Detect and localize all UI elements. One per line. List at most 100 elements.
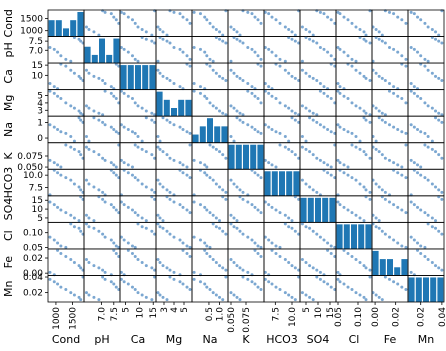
scatter-point-ca-mn: [430, 71, 434, 75]
scatter-point-mn-k: [241, 275, 245, 279]
scatter-point-cond-cl: [350, 21, 354, 25]
scatter-point-ca-so4: [308, 74, 312, 78]
scatter-point-na-mn: [437, 118, 441, 122]
scatter-point-mn-fe: [387, 277, 391, 281]
histogram-bar-ph: [91, 54, 98, 64]
scatter-point-na-cl: [350, 131, 354, 135]
y-tick-label-cond: 1000: [20, 27, 43, 37]
scatter-point-ph-mg: [168, 41, 172, 45]
scatter-point-mg-na: [224, 113, 228, 117]
scatter-point-k-so4: [318, 158, 322, 162]
histogram-bar-so4: [329, 197, 336, 223]
scatter-point-mg-cl: [354, 104, 358, 108]
y-axis-label-k: K: [2, 152, 15, 160]
histogram-bar-mn: [437, 277, 444, 302]
scatter-point-ph-cl: [336, 46, 340, 50]
scatter-point-so4-fe: [383, 197, 387, 201]
scatter-point-fe-cl: [362, 264, 366, 268]
scatter-point-cl-ph: [92, 226, 96, 230]
scatter-point-ph-k: [235, 37, 239, 41]
scatter-point-so4-ca: [119, 200, 123, 204]
scatter-point-ca-cl: [336, 82, 340, 86]
scatter-point-k-fe: [404, 143, 408, 147]
scatter-point-ph-hco3: [293, 39, 297, 43]
scatter-point-fe-mn: [437, 266, 441, 270]
scatter-point-ph-mn: [419, 54, 423, 58]
scatter-point-so4-cond: [56, 205, 60, 209]
scatter-point-hco3-cond: [64, 176, 68, 180]
histogram-bar-ph: [106, 54, 113, 64]
scatter-point-k-ca: [119, 158, 123, 162]
scatter-point-cl-na: [221, 229, 225, 233]
panel-frame: [263, 275, 301, 303]
x-axis-label-mg: Mg: [166, 333, 182, 346]
scatter-point-so4-mn: [419, 208, 423, 212]
scatter-point-k-cond: [69, 145, 73, 149]
scatter-point-ca-na: [198, 85, 202, 89]
scatter-point-ph-so4: [311, 39, 315, 43]
x-tick-label-k: 0.075: [242, 307, 252, 333]
scatter-point-so4-k: [241, 197, 245, 201]
scatter-point-so4-k: [235, 219, 239, 223]
scatter-point-cond-na: [205, 18, 209, 22]
y-tick-label-mn: 0.02: [23, 289, 43, 299]
scatter-point-so4-fe: [374, 216, 378, 220]
scatter-point-mg-ca: [130, 96, 134, 100]
y-axis-label-cond: Cond: [2, 9, 15, 37]
scatter-point-ph-k: [256, 54, 260, 58]
panel-frame: [119, 168, 157, 197]
scatter-point-cond-na: [198, 12, 202, 16]
scatter-point-hco3-fe: [374, 182, 378, 186]
scatter-point-hco3-mg: [158, 182, 162, 186]
scatter-point-mn-na: [192, 277, 196, 281]
histogram-bar-mg: [178, 99, 185, 117]
scatter-point-mg-k: [259, 101, 263, 105]
histogram-bar-so4: [315, 197, 321, 223]
scatter-point-hco3-mg: [165, 188, 169, 192]
scatter-point-mg-so4: [333, 101, 337, 105]
scatter-point-fe-hco3: [293, 266, 297, 270]
scatter-point-mg-cond: [72, 106, 76, 110]
histogram-bar-ca: [127, 65, 134, 90]
scatter-point-cond-ph: [109, 12, 113, 16]
scatter-point-na-ca: [119, 123, 123, 127]
scatter-point-cl-k: [235, 226, 239, 230]
scatter-point-k-mg: [158, 147, 162, 151]
scatter-point-mn-k: [232, 293, 236, 297]
scatter-point-cond-k: [229, 25, 233, 29]
scatter-point-na-mg: [178, 125, 182, 129]
scatter-point-ph-hco3: [263, 46, 267, 50]
scatter-point-cl-na: [218, 226, 222, 230]
scatter-point-fe-cl: [346, 251, 350, 255]
histogram-bar-k: [257, 144, 264, 170]
scatter-point-k-na: [205, 165, 209, 169]
scatter-point-mg-hco3: [283, 104, 287, 108]
panel-frame: [407, 168, 445, 197]
scatter-point-mg-cl: [358, 106, 362, 110]
scatter-point-cond-hco3: [283, 25, 287, 29]
scatter-point-ph-cond: [56, 50, 60, 54]
scatter-point-hco3-cond: [72, 182, 76, 186]
scatter-point-hco3-cl: [342, 171, 346, 175]
scatter-point-k-ph: [84, 145, 88, 149]
scatter-point-hco3-mg: [185, 173, 189, 177]
histogram-bar-na: [192, 134, 199, 143]
scatter-point-cl-ph: [84, 222, 88, 226]
scatter-point-so4-cl: [338, 203, 342, 207]
scatter-point-mg-cl: [346, 96, 350, 100]
scatter-point-ca-fe: [380, 76, 384, 80]
scatter-point-so4-na: [192, 200, 196, 204]
scatter-point-ph-fe: [392, 47, 396, 51]
scatter-point-ph-ca: [136, 59, 140, 63]
scatter-point-ph-mn: [409, 46, 413, 50]
scatter-point-cond-cl: [358, 27, 362, 31]
scatter-point-mn-na: [218, 295, 222, 299]
scatter-point-ca-na: [218, 74, 222, 78]
scatter-point-fe-cond: [79, 266, 83, 270]
scatter-point-k-fe: [374, 147, 378, 151]
scatter-point-cl-hco3: [267, 238, 271, 242]
scatter-point-so4-ca: [153, 197, 157, 201]
scatter-point-mn-k: [256, 285, 260, 289]
scatter-point-na-hco3: [297, 120, 301, 124]
scatter-point-fe-na: [205, 251, 209, 255]
